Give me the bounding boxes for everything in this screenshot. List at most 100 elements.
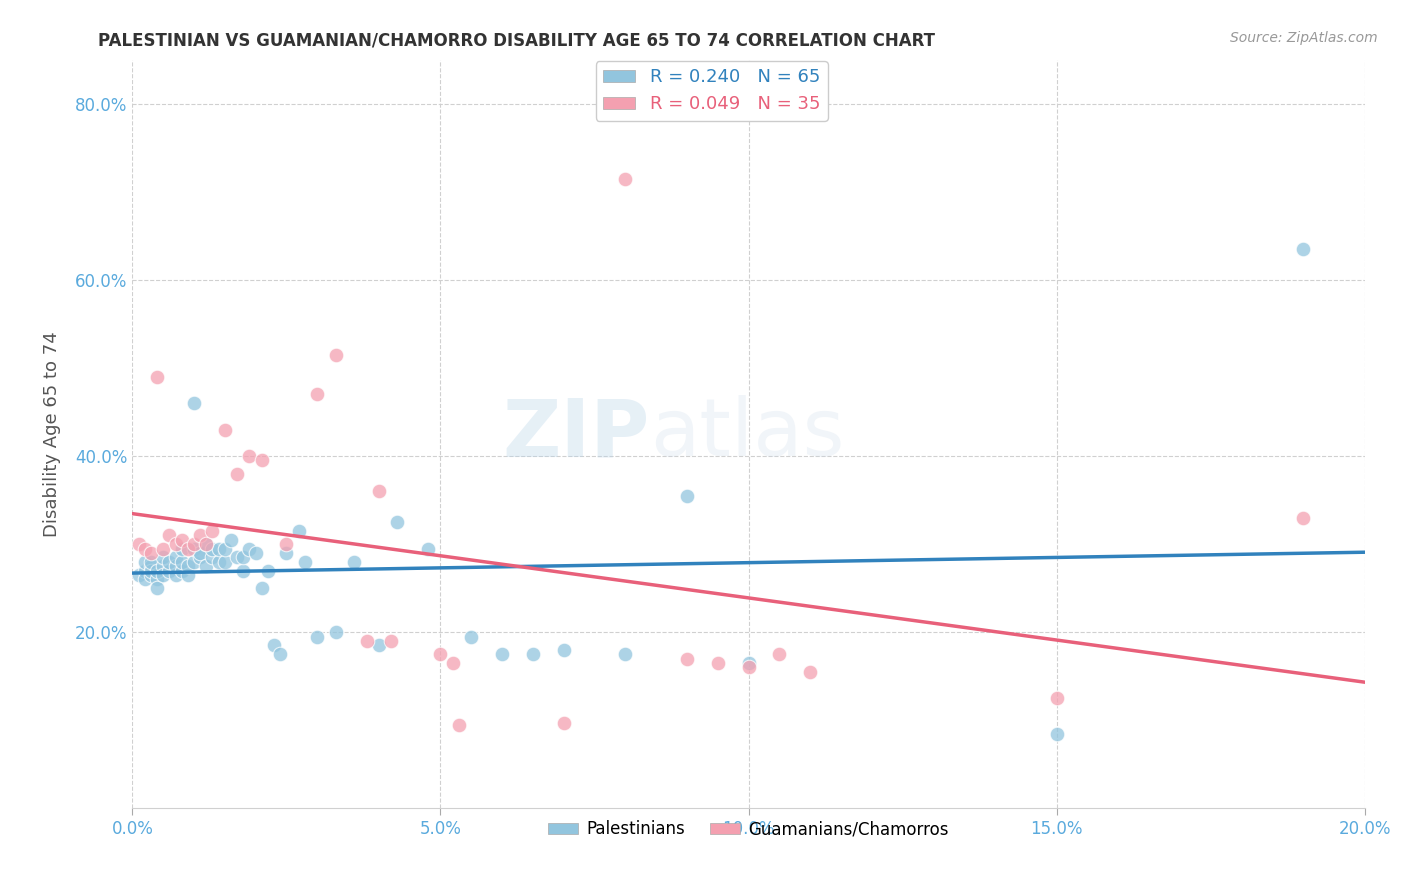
Point (183, 555, 205, 569)
Point (201, 550, 224, 565)
Text: atlas: atlas (650, 395, 845, 473)
Point (1292, 510, 1315, 524)
Point (768, 647, 790, 661)
Point (139, 546, 162, 560)
Point (1292, 242, 1315, 256)
Point (195, 559, 218, 574)
Point (1046, 691, 1069, 706)
Point (380, 634, 402, 648)
Point (460, 630, 482, 644)
Point (152, 568, 174, 582)
Point (429, 647, 451, 661)
Legend: Palestinians, Guamanians/Chamorros: Palestinians, Guamanians/Chamorros (541, 814, 956, 845)
Point (188, 546, 211, 560)
Point (170, 564, 193, 578)
Point (195, 537, 218, 551)
Point (232, 550, 254, 565)
Point (245, 546, 267, 560)
Point (387, 515, 409, 529)
Point (737, 656, 759, 670)
Point (201, 524, 224, 538)
Point (250, 453, 273, 467)
Point (257, 564, 280, 578)
Point (146, 581, 169, 595)
Point (614, 171, 637, 186)
Point (219, 533, 242, 547)
Point (226, 467, 249, 481)
Point (188, 528, 211, 542)
Point (325, 348, 347, 362)
Text: ZIP: ZIP (503, 395, 650, 473)
Point (157, 564, 180, 578)
Point (356, 634, 378, 648)
Point (134, 573, 156, 587)
Point (294, 555, 316, 569)
Point (232, 564, 254, 578)
Y-axis label: Disability Age 65 to 74: Disability Age 65 to 74 (44, 331, 60, 537)
Point (676, 489, 699, 503)
Point (165, 568, 187, 582)
Point (238, 449, 260, 463)
Point (139, 568, 162, 582)
Point (287, 524, 309, 538)
Point (276, 537, 298, 551)
Point (195, 537, 218, 551)
Point (157, 555, 180, 569)
Point (553, 716, 575, 731)
Point (208, 541, 231, 556)
Point (325, 625, 347, 640)
Point (177, 559, 200, 574)
Point (343, 555, 366, 569)
Point (307, 387, 329, 401)
Point (177, 568, 200, 582)
Point (134, 555, 156, 569)
Point (1046, 726, 1069, 740)
Text: PALESTINIAN VS GUAMANIAN/CHAMORRO DISABILITY AGE 65 TO 74 CORRELATION CHART: PALESTINIAN VS GUAMANIAN/CHAMORRO DISABI… (98, 31, 935, 49)
Point (307, 630, 329, 644)
Point (214, 423, 236, 437)
Point (134, 541, 156, 556)
Point (170, 555, 193, 569)
Point (367, 639, 389, 653)
Point (134, 564, 156, 578)
Point (441, 656, 464, 670)
Point (491, 647, 513, 661)
Point (170, 541, 193, 556)
Point (201, 541, 224, 556)
Point (522, 647, 544, 661)
Point (165, 550, 187, 565)
Point (183, 541, 205, 556)
Point (276, 546, 298, 560)
Point (263, 639, 285, 653)
Point (614, 647, 637, 661)
Point (447, 717, 470, 731)
Point (183, 537, 205, 551)
Point (676, 651, 699, 665)
Point (146, 573, 169, 587)
Point (183, 396, 205, 410)
Point (226, 550, 249, 565)
Point (139, 564, 162, 578)
Point (214, 541, 236, 556)
Point (128, 568, 150, 582)
Text: Source: ZipAtlas.com: Source: ZipAtlas.com (1230, 31, 1378, 45)
Point (553, 643, 575, 657)
Point (238, 541, 260, 556)
Point (152, 559, 174, 574)
Point (146, 369, 169, 384)
Point (146, 564, 169, 578)
Point (139, 555, 162, 569)
Point (152, 550, 174, 565)
Point (188, 550, 211, 565)
Point (165, 537, 187, 551)
Point (157, 528, 180, 542)
Point (152, 541, 174, 556)
Point (367, 484, 389, 499)
Point (139, 559, 162, 574)
Point (177, 541, 200, 556)
Point (250, 581, 273, 595)
Point (799, 665, 821, 679)
Point (706, 656, 728, 670)
Point (737, 660, 759, 674)
Point (269, 647, 291, 661)
